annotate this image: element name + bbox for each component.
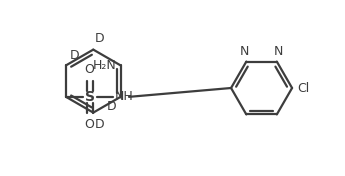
Text: D: D <box>94 118 104 131</box>
Text: D: D <box>70 49 80 62</box>
Text: Cl: Cl <box>297 81 309 95</box>
Text: O: O <box>85 63 95 76</box>
Text: S: S <box>85 90 95 104</box>
Text: N: N <box>274 45 284 58</box>
Text: NH: NH <box>115 90 134 103</box>
Text: D: D <box>94 32 104 45</box>
Text: O: O <box>85 118 95 131</box>
Text: N: N <box>240 45 249 58</box>
Text: D: D <box>107 100 117 113</box>
Text: H₂N: H₂N <box>93 59 117 72</box>
